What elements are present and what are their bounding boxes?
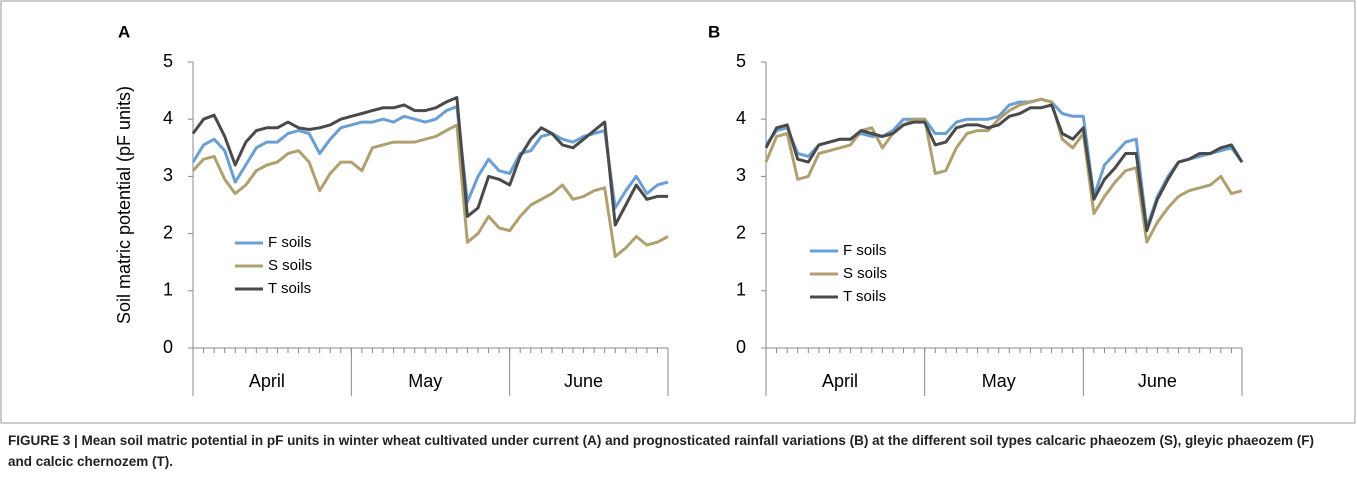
legend-label: F soils [843, 242, 886, 259]
y-tick-label: 3 [163, 165, 173, 185]
legend-label: S soils [843, 265, 887, 282]
frame [0, 0, 1356, 424]
chart: A Soil matric potential (pF units) 0 1 2 3 4 5 A… [0, 0, 1356, 424]
x-tick-label: June [564, 371, 603, 391]
caption: FIGURE 3 | Mean soil matric potential in… [8, 433, 1315, 469]
y-axis-label: Soil matric potential (pF units) [114, 86, 134, 324]
series-line [764, 103, 1244, 233]
y-tick-label: 2 [163, 222, 173, 242]
panel-label: A [118, 22, 130, 41]
x-tick-label: June [1138, 371, 1177, 391]
series-line [764, 97, 1243, 244]
y-tick-label: 0 [736, 337, 746, 357]
panel-label: B [708, 22, 720, 41]
x-tick-label: April [249, 371, 285, 391]
y-tick-label: 5 [163, 51, 173, 71]
series-line [191, 96, 668, 227]
y-tick-label: 4 [163, 108, 173, 128]
y-tick-label: 5 [736, 51, 746, 71]
y-tick-label: 1 [736, 280, 746, 300]
y-tick-label: 2 [736, 222, 746, 242]
legend-label: F soils [268, 234, 311, 251]
y-tick-label: 4 [736, 108, 746, 128]
y-tick-label: 3 [736, 165, 746, 185]
legend-label: S soils [268, 257, 312, 274]
x-tick-label: May [982, 371, 1016, 391]
series-line [191, 123, 669, 258]
y-tick-label: 1 [163, 280, 173, 300]
legend-label: T soils [843, 288, 886, 305]
x-tick-label: May [408, 371, 442, 391]
y-tick-label: 0 [163, 337, 173, 357]
series-line [191, 105, 669, 210]
legend-label: T soils [268, 280, 311, 297]
series-line [764, 97, 1244, 230]
x-tick-label: April [822, 371, 858, 391]
